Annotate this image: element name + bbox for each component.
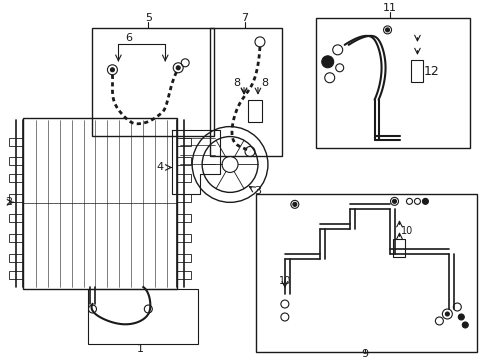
- Bar: [92, 28, 214, 136]
- Bar: [210, 28, 281, 156]
- Text: 3: 3: [254, 186, 261, 197]
- Bar: [177, 271, 191, 279]
- Bar: [9, 157, 22, 166]
- Circle shape: [176, 66, 180, 70]
- Text: 9: 9: [360, 349, 367, 359]
- Bar: [9, 175, 22, 183]
- Text: 6: 6: [124, 33, 132, 43]
- Text: 8: 8: [233, 78, 240, 88]
- Bar: [9, 234, 22, 242]
- Text: 11: 11: [382, 3, 396, 13]
- Bar: [247, 100, 262, 122]
- Circle shape: [457, 314, 463, 320]
- Text: 1: 1: [137, 344, 143, 354]
- Bar: [9, 214, 22, 222]
- Bar: [9, 138, 22, 145]
- Bar: [315, 18, 469, 148]
- Circle shape: [392, 199, 396, 203]
- Text: 5: 5: [144, 13, 151, 23]
- Text: 10: 10: [401, 226, 413, 236]
- Circle shape: [110, 68, 114, 72]
- Bar: [88, 289, 198, 344]
- Bar: [177, 157, 191, 166]
- Circle shape: [385, 28, 389, 32]
- Bar: [9, 271, 22, 279]
- Text: 8: 8: [261, 78, 268, 88]
- Circle shape: [461, 322, 468, 328]
- Bar: [177, 254, 191, 262]
- Bar: [177, 214, 191, 222]
- Bar: [410, 60, 423, 82]
- Text: 2: 2: [5, 197, 12, 207]
- Bar: [177, 175, 191, 183]
- Bar: [22, 118, 177, 289]
- Circle shape: [445, 312, 448, 316]
- Circle shape: [292, 202, 296, 206]
- Bar: [9, 194, 22, 202]
- Text: 4: 4: [156, 162, 163, 172]
- Text: 10: 10: [278, 276, 290, 286]
- Bar: [177, 194, 191, 202]
- Bar: [177, 234, 191, 242]
- Text: 7: 7: [241, 13, 248, 23]
- Bar: [177, 138, 191, 145]
- Circle shape: [321, 56, 333, 68]
- Circle shape: [422, 198, 427, 204]
- Bar: [392, 239, 405, 257]
- Bar: [255, 194, 476, 352]
- Text: 12: 12: [423, 65, 438, 78]
- Bar: [9, 254, 22, 262]
